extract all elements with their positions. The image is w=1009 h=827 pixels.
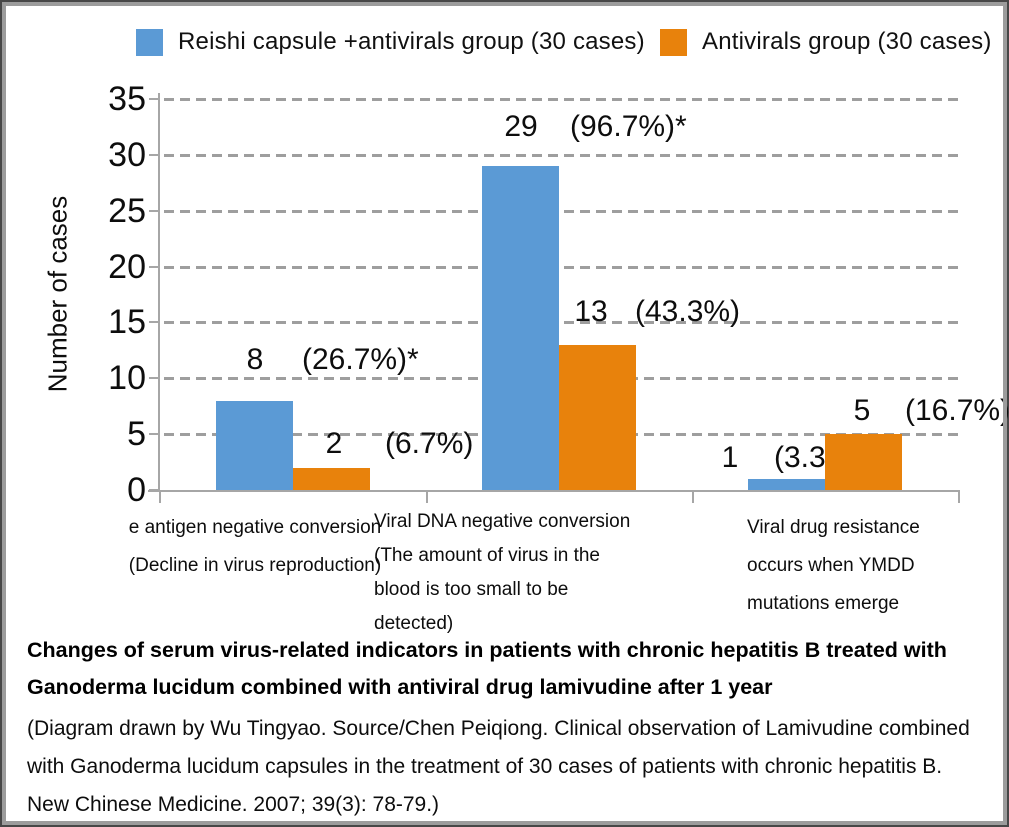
y-axis-tick-label: 0 <box>127 471 146 509</box>
x-axis-category-label-line: e antigen negative conversion <box>128 517 382 538</box>
x-axis-category-label-line: (The amount of virus in the <box>374 545 600 566</box>
gridline <box>164 321 958 325</box>
y-axis-tick-label: 25 <box>108 191 146 230</box>
bar-value-label: 8 <box>246 343 264 376</box>
x-axis-category-label: e antigen negative conversion (Decline in… <box>124 509 386 585</box>
bar-percent-label: (43.3%) <box>635 295 741 328</box>
bar-value-label: 2 <box>325 427 343 460</box>
x-axis-tick <box>426 490 428 503</box>
bar <box>292 467 370 490</box>
x-axis-category-label-line: detected) <box>374 613 454 634</box>
x-axis-category-label: Viral DNA negative conversion (The amount… <box>374 505 644 641</box>
legend-swatch-orange <box>660 28 687 56</box>
bar-value-label: 1 <box>721 441 739 474</box>
legend-label: Reishi capsule +antivirals group (30 cas… <box>178 28 645 55</box>
bar-percent-label: (16.7%) <box>905 394 1009 427</box>
x-axis-category-label: Viral drug resistance occurs when YMDD mut… <box>747 509 967 623</box>
bar-value-label: 5 <box>853 394 871 427</box>
y-axis-tick <box>149 153 158 156</box>
y-axis-line <box>158 93 160 492</box>
figure-source-citation: (Diagram drawn by Wu Tingyao. Source/Che… <box>27 717 970 816</box>
y-axis-tick-label: 30 <box>108 135 146 174</box>
y-axis-title: Number of cases <box>42 195 73 393</box>
bar-chart: Number of cases 0 5 10 15 20 25 30 35 8 (26.7%)* 2… <box>2 2 1009 634</box>
bar <box>482 166 559 490</box>
x-axis-category-label-line: Viral DNA negative conversion <box>374 511 631 532</box>
gridline <box>164 265 958 269</box>
legend-item-reishi-group: Reishi capsule +antivirals group (30 cas… <box>136 25 645 59</box>
y-axis-tick-label: 35 <box>108 80 146 118</box>
x-axis-category-label-line: occurs when YMDD <box>747 555 915 576</box>
bar <box>559 344 636 490</box>
x-axis-tick <box>159 490 161 503</box>
legend-swatch-blue <box>136 28 163 56</box>
y-axis-tick <box>149 433 158 436</box>
y-axis-tick <box>149 209 158 212</box>
bar-percent-label: (96.7%)* <box>570 110 687 143</box>
bar <box>825 434 902 490</box>
bar <box>748 478 825 490</box>
bar-percent-label: (26.7%)* <box>302 343 419 376</box>
y-axis-tick <box>149 321 158 324</box>
y-axis-tick <box>149 98 158 100</box>
gridline <box>164 98 958 101</box>
x-axis-category-label-line: Viral drug resistance <box>747 517 920 538</box>
x-axis-tick <box>692 490 694 503</box>
gridline <box>164 209 958 213</box>
y-axis-tick-label: 15 <box>108 303 146 342</box>
x-axis-category-label-line: blood is too small to be <box>374 579 569 600</box>
y-axis-tick-label: 5 <box>127 415 146 454</box>
legend-item-antivirals-group: Antivirals group (30 cases) <box>660 25 992 59</box>
y-axis-tick-label: 20 <box>108 247 146 286</box>
y-axis-tick-label: 10 <box>108 359 146 398</box>
bar-value-label: 29 <box>504 110 538 143</box>
bar <box>215 400 293 490</box>
x-axis-tick <box>958 490 960 503</box>
figure-title: Changes of serum virus-related indicator… <box>27 638 947 699</box>
x-axis-category-label-line: mutations emerge <box>747 593 900 614</box>
bar-percent-label: (6.7%) <box>385 427 474 460</box>
gridline <box>164 153 958 157</box>
y-axis-tick <box>149 265 158 268</box>
legend-label: Antivirals group (30 cases) <box>702 28 992 55</box>
bar-value-label: 13 <box>574 295 608 328</box>
y-axis-tick <box>149 377 158 380</box>
x-axis-line <box>148 490 960 492</box>
x-axis-category-label-line: (Decline in virus reproduction) <box>128 555 382 576</box>
